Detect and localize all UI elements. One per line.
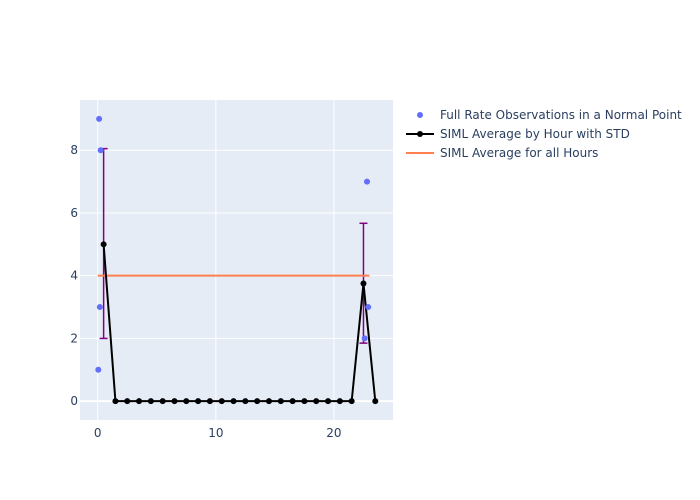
y-tick-label: 4 xyxy=(70,269,78,283)
hourly-average-point xyxy=(195,398,202,405)
x-tick-label: 0 xyxy=(94,426,102,440)
hourly-average-point xyxy=(183,398,190,405)
legend[interactable]: Full Rate Observations in a Normal Point… xyxy=(406,108,682,160)
observation-point xyxy=(96,304,103,311)
hourly-average-point xyxy=(360,280,367,287)
y-tick-label: 0 xyxy=(70,394,78,408)
observation-point xyxy=(95,366,102,373)
y-tick-label: 6 xyxy=(70,206,78,220)
observation-point xyxy=(96,115,103,122)
observation-point xyxy=(361,335,368,342)
hourly-average-point xyxy=(336,398,343,405)
hourly-average-point xyxy=(372,398,379,405)
series-layer xyxy=(95,115,379,405)
hourly-average-point xyxy=(265,398,272,405)
hourly-average-point xyxy=(301,398,308,405)
observation-point xyxy=(364,178,371,185)
legend-item-observations[interactable]: Full Rate Observations in a Normal Point xyxy=(417,108,682,122)
hourly-average-point xyxy=(206,398,213,405)
hourly-average-point xyxy=(277,398,284,405)
y-tick-label: 8 xyxy=(70,143,78,157)
hourly-average-point xyxy=(112,398,119,405)
hourly-average-point xyxy=(348,398,355,405)
legend-item-overall-average[interactable]: SIML Average for all Hours xyxy=(406,146,598,160)
hourly-average-point xyxy=(289,398,296,405)
hourly-average-point xyxy=(254,398,261,405)
y-tick-label: 2 xyxy=(70,331,78,345)
x-tick-label: 10 xyxy=(208,426,223,440)
hourly-average-point xyxy=(100,241,107,248)
hourly-average-point xyxy=(147,398,154,405)
plot-background xyxy=(80,100,393,420)
hourly-average-point xyxy=(230,398,237,405)
observation-point xyxy=(365,304,372,311)
hourly-average-point xyxy=(242,398,249,405)
legend-marker-observations xyxy=(417,112,423,118)
hourly-average-point xyxy=(124,398,131,405)
tick-labels: 0 10 20 0 2 4 6 8 xyxy=(70,143,341,440)
observation-point xyxy=(97,147,104,154)
x-tick-label: 20 xyxy=(326,426,341,440)
legend-marker-hourly-average xyxy=(417,131,423,137)
hourly-average-point xyxy=(218,398,225,405)
hourly-average-point xyxy=(136,398,143,405)
hourly-average-point xyxy=(325,398,332,405)
legend-label-observations: Full Rate Observations in a Normal Point xyxy=(440,108,682,122)
hourly-average-point xyxy=(171,398,178,405)
legend-label-hourly-average: SIML Average by Hour with STD xyxy=(440,127,630,141)
hourly-average-point xyxy=(313,398,320,405)
legend-label-overall-average: SIML Average for all Hours xyxy=(440,146,598,160)
legend-item-hourly-average[interactable]: SIML Average by Hour with STD xyxy=(406,127,630,141)
hourly-average-point xyxy=(159,398,166,405)
